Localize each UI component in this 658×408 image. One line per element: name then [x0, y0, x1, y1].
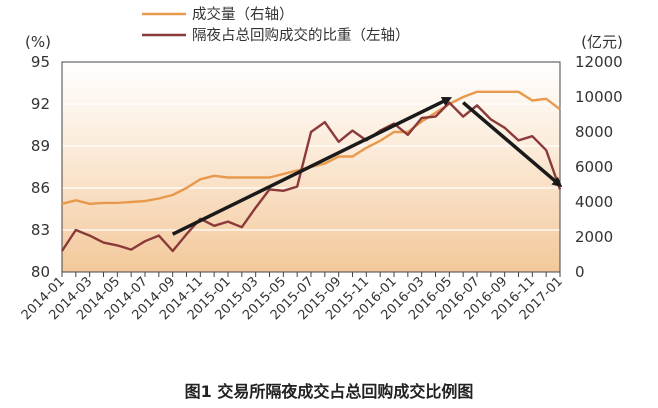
right-tick-label: 4000 — [575, 193, 613, 211]
right-tick-label: 0 — [575, 263, 585, 281]
left-tick-label: 95 — [31, 53, 50, 71]
left-axis-ticks: 80 83 86 89 92 95 — [31, 53, 50, 281]
gridlines — [62, 103, 560, 231]
legend-label-volume: 成交量（右轴） — [192, 5, 294, 23]
right-axis-ticks: 0 2000 4000 6000 8000 10000 12000 — [575, 53, 623, 281]
left-tick-label: 83 — [31, 221, 50, 239]
right-tick-label: 6000 — [575, 158, 613, 176]
trend-arrow-up — [171, 96, 453, 236]
trend-arrows — [171, 96, 563, 236]
x-axis-ticks: 2014-012014-032014-052014-072014-092014-… — [19, 272, 566, 323]
legend-label-overnight-share: 隔夜占总回购成交的比重（左轴） — [192, 26, 410, 44]
legend: 成交量（右轴） 隔夜占总回购成交的比重（左轴） — [142, 5, 410, 44]
left-tick-label: 92 — [31, 95, 50, 113]
chart: 80 83 86 89 92 95 0 2000 4000 6000 8000 10000 12000… — [19, 5, 623, 323]
right-tick-label: 12000 — [575, 53, 623, 71]
right-tick-label: 10000 — [575, 88, 623, 106]
right-axis-unit: (亿元) — [581, 33, 623, 51]
right-tick-label: 2000 — [575, 228, 613, 246]
figure-caption: 图1 交易所隔夜成交占总回购成交比例图 — [184, 382, 474, 401]
left-tick-label: 89 — [31, 137, 50, 155]
series-line-overnight-share — [60, 101, 562, 253]
right-tick-label: 8000 — [575, 123, 613, 141]
left-axis-unit: (%) — [25, 33, 51, 51]
trend-arrow-down — [462, 101, 563, 188]
left-tick-label: 86 — [31, 179, 50, 197]
left-tick-label: 80 — [31, 263, 50, 281]
